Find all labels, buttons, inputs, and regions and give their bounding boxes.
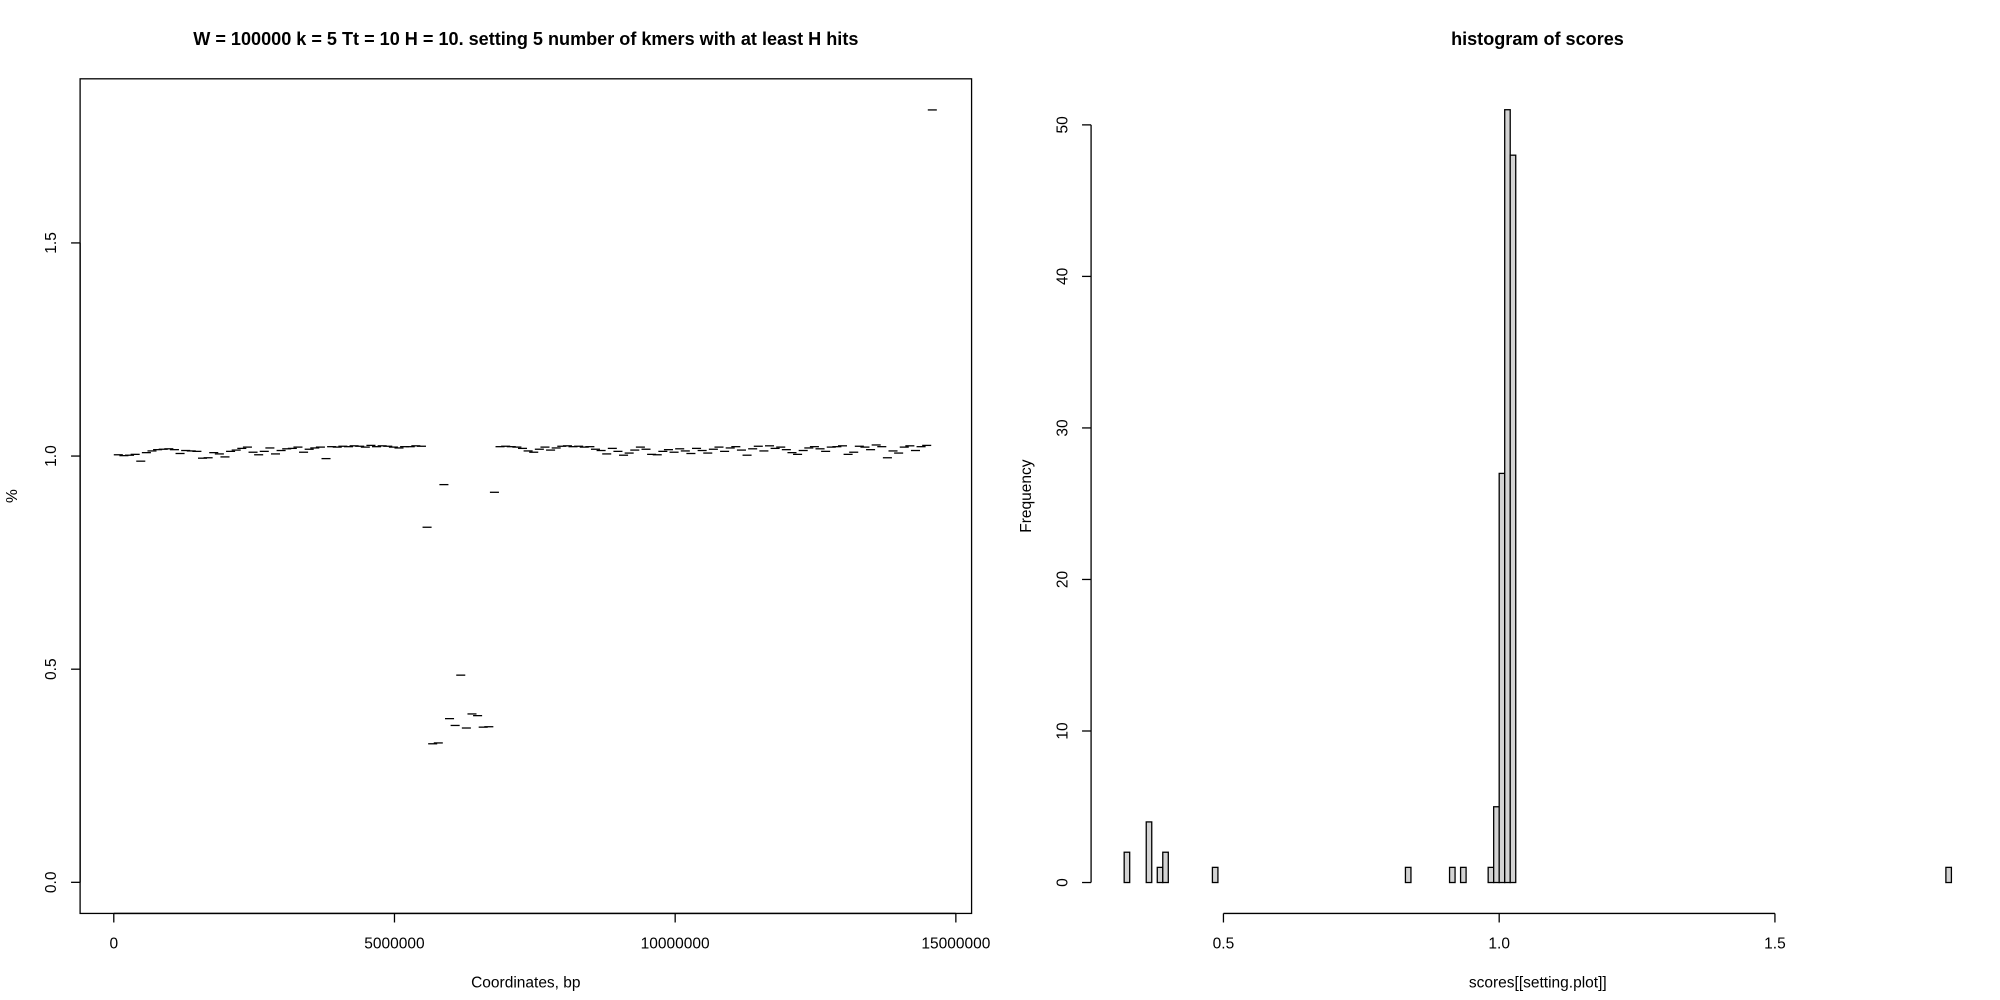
histogram-bar [1487,866,1495,884]
histogram-bar [1459,866,1467,884]
histogram-bar [1211,866,1219,884]
y-tick-label: 10 [1054,722,1071,740]
x-tick-label: 15000000 [921,936,990,953]
histogram-bar [1145,821,1153,884]
x-axis-label: scores[[setting.plot]] [1469,974,1607,991]
plot-box [79,78,973,915]
y-tick-label: 40 [1054,267,1071,285]
histogram-bar [1156,866,1164,884]
histogram-bar [1448,866,1456,884]
y-tick-label: 0.5 [43,658,60,680]
histogram-bar [1498,472,1506,884]
x-tick-label: 0 [109,936,118,953]
histogram-bar [1162,851,1169,884]
histogram-bar [1509,154,1517,884]
chart-title: W = 100000 k = 5 Tt = 10 H = 10. setting… [193,29,858,49]
histogram-bar [1493,806,1500,884]
x-tick-label: 10000000 [641,936,710,953]
y-tick-label: 1.5 [43,232,60,254]
histogram-bar [1945,866,1953,884]
x-tick-label: 1.0 [1488,936,1510,953]
histogram-bar [1404,866,1412,884]
x-tick-label: 5000000 [364,936,425,953]
y-tick-label: 30 [1054,419,1071,437]
y-tick-label: 20 [1054,570,1071,588]
y-tick-label: 1.0 [43,445,60,467]
y-tick-label: 0.0 [43,871,60,893]
y-tick-label: 50 [1054,116,1071,134]
y-tick-label: 0 [1054,878,1071,887]
y-axis-label: Frequency [1018,459,1035,532]
x-axis-label: Coordinates, bp [471,974,580,991]
y-axis-label: % [4,489,21,503]
histogram-bar [1504,109,1511,884]
histogram-bar [1123,851,1131,884]
x-tick-label: 0.5 [1213,936,1235,953]
x-tick-label: 1.5 [1764,936,1786,953]
chart-title: histogram of scores [1451,29,1624,49]
